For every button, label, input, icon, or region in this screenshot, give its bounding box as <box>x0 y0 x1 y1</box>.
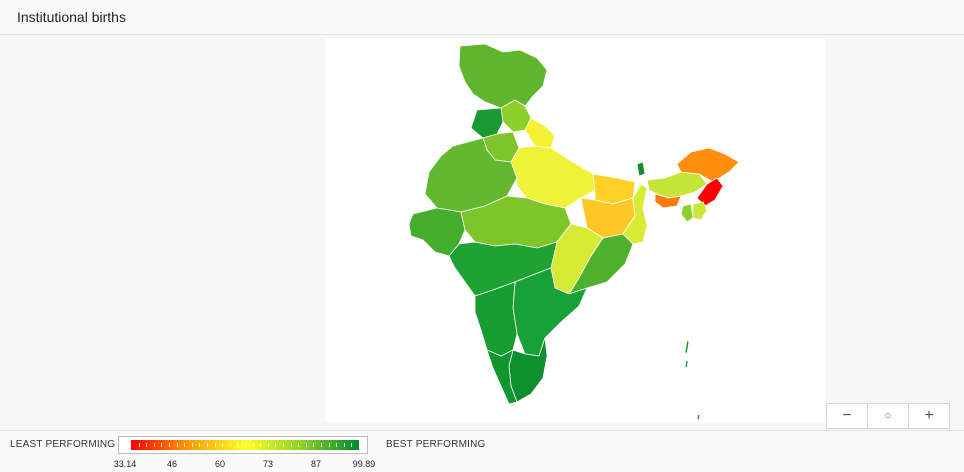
zoom-controls: − ○ + <box>826 403 950 429</box>
scale-tick-mark <box>161 443 163 447</box>
scale-tick-mark <box>214 443 216 447</box>
state-region[interactable] <box>486 349 518 405</box>
scale-tick-mark <box>343 443 345 447</box>
scale-tick-mark <box>184 443 186 447</box>
least-performing-label: LEAST PERFORMING <box>10 439 116 450</box>
legend-bar: LEAST PERFORMING BEST PERFORMING 33.14 4… <box>0 430 964 472</box>
scale-tick-mark <box>267 443 269 447</box>
zoom-out-button[interactable]: − <box>826 403 868 429</box>
scale-tick-mark <box>229 443 231 447</box>
scale-tick-mark <box>260 443 262 447</box>
state-region[interactable] <box>676 147 740 183</box>
scale-tick-label: 33.14 <box>113 459 137 469</box>
scale-tick-mark <box>252 443 254 447</box>
scale-tick-mark <box>153 443 155 447</box>
scale-tick-label: 60 <box>214 459 226 469</box>
state-region[interactable] <box>680 203 694 223</box>
state-region[interactable] <box>684 339 690 355</box>
zoom-reset-button[interactable]: ○ <box>867 403 909 429</box>
india-map[interactable] <box>325 38 825 422</box>
scale-tick-mark <box>290 443 292 447</box>
scale-tick-mark <box>191 443 193 447</box>
scale-tick-mark <box>138 443 140 447</box>
header-bar: Institutional births <box>0 0 964 35</box>
scale-tick-mark <box>176 443 178 447</box>
color-scale-legend <box>118 436 368 454</box>
color-gradient <box>131 440 359 450</box>
state-region[interactable] <box>512 267 588 357</box>
scale-tick-mark <box>305 443 307 447</box>
scale-tick-mark <box>336 443 338 447</box>
scale-tick-mark <box>351 443 353 447</box>
scale-tick-mark <box>237 443 239 447</box>
state-region[interactable] <box>458 43 548 109</box>
state-region[interactable] <box>696 177 724 207</box>
scale-tick-mark <box>313 443 315 447</box>
scale-tick-mark <box>207 443 208 447</box>
best-performing-label: BEST PERFORMING <box>386 439 486 450</box>
state-region[interactable] <box>568 233 634 295</box>
scale-tick-mark <box>283 443 284 447</box>
scale-tick-mark <box>298 443 300 447</box>
scale-tick-mark <box>245 443 246 447</box>
state-region[interactable] <box>646 171 708 199</box>
state-region[interactable] <box>692 201 708 221</box>
scale-tick-label: 46 <box>166 459 178 469</box>
scale-tick-mark <box>321 443 322 447</box>
scale-tick-mark <box>169 443 170 447</box>
page-title: Institutional births <box>17 9 126 25</box>
state-region[interactable] <box>696 413 701 421</box>
state-region[interactable] <box>524 117 556 149</box>
scale-tick-mark <box>146 443 148 447</box>
state-region[interactable] <box>510 145 596 209</box>
scale-tick-mark <box>275 443 277 447</box>
zoom-in-button[interactable]: + <box>908 403 950 429</box>
map-panel[interactable] <box>325 38 825 422</box>
state-region[interactable] <box>684 359 689 369</box>
state-region[interactable] <box>636 161 646 177</box>
scale-tick-label: 87 <box>310 459 322 469</box>
scale-tick-mark <box>199 443 201 447</box>
scale-tick-label: 73 <box>262 459 274 469</box>
state-region[interactable] <box>622 183 648 245</box>
scale-tick-mark <box>222 443 224 447</box>
scale-tick-label: 99.89 <box>352 459 376 469</box>
scale-tick-mark <box>328 443 330 447</box>
state-region[interactable] <box>654 193 682 209</box>
